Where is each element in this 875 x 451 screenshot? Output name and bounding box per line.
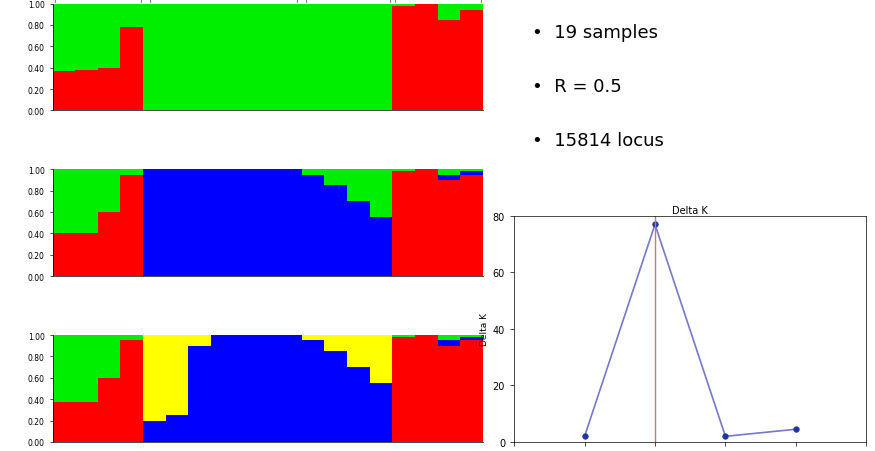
- Bar: [392, 337, 415, 442]
- Bar: [438, 5, 460, 20]
- Bar: [144, 5, 165, 111]
- Bar: [325, 186, 347, 276]
- Bar: [75, 5, 98, 71]
- Bar: [234, 5, 256, 111]
- Bar: [52, 5, 75, 72]
- Bar: [52, 402, 75, 442]
- Bar: [165, 5, 188, 111]
- Y-axis label: Delta K: Delta K: [480, 313, 488, 345]
- Bar: [460, 170, 483, 172]
- Bar: [256, 5, 279, 111]
- Bar: [369, 335, 392, 383]
- Bar: [211, 5, 234, 111]
- Bar: [415, 170, 438, 276]
- Bar: [121, 341, 144, 442]
- Bar: [392, 172, 415, 276]
- Bar: [392, 7, 415, 111]
- Bar: [144, 170, 165, 276]
- Bar: [347, 367, 369, 442]
- Bar: [460, 11, 483, 111]
- Bar: [121, 5, 144, 28]
- Bar: [165, 415, 188, 442]
- Bar: [460, 337, 483, 341]
- Bar: [52, 234, 75, 276]
- Bar: [325, 170, 347, 186]
- Bar: [121, 335, 144, 341]
- Bar: [165, 335, 188, 415]
- Bar: [188, 346, 211, 442]
- Bar: [460, 172, 483, 175]
- Bar: [75, 402, 98, 442]
- Bar: [256, 170, 279, 276]
- Bar: [144, 335, 165, 421]
- Bar: [279, 170, 302, 276]
- Bar: [98, 335, 121, 378]
- Bar: [302, 341, 325, 442]
- Bar: [98, 378, 121, 442]
- Bar: [121, 28, 144, 111]
- Bar: [98, 69, 121, 111]
- Bar: [302, 170, 325, 175]
- Bar: [460, 175, 483, 276]
- Bar: [438, 175, 460, 180]
- Bar: [438, 180, 460, 276]
- Bar: [211, 335, 234, 442]
- Bar: [234, 170, 256, 276]
- Text: •  15814 locus: • 15814 locus: [532, 132, 663, 150]
- Bar: [369, 5, 392, 111]
- Text: •  R = 0.5: • R = 0.5: [532, 78, 621, 96]
- Bar: [392, 170, 415, 172]
- Bar: [256, 335, 279, 442]
- Title: Delta K: Delta K: [672, 206, 708, 216]
- Bar: [279, 335, 302, 442]
- Bar: [188, 170, 211, 276]
- Bar: [392, 335, 415, 337]
- Bar: [52, 335, 75, 402]
- Bar: [369, 383, 392, 442]
- Bar: [438, 170, 460, 175]
- Bar: [121, 175, 144, 276]
- Bar: [75, 234, 98, 276]
- Bar: [392, 5, 415, 7]
- Bar: [369, 218, 392, 276]
- Bar: [188, 5, 211, 111]
- Bar: [325, 351, 347, 442]
- Bar: [144, 421, 165, 442]
- Bar: [52, 72, 75, 111]
- Bar: [75, 170, 98, 234]
- Bar: [234, 335, 256, 442]
- Bar: [302, 5, 325, 111]
- Bar: [438, 20, 460, 111]
- Bar: [75, 71, 98, 111]
- Bar: [302, 335, 325, 341]
- Bar: [188, 335, 211, 346]
- Bar: [75, 335, 98, 402]
- Text: •  19 samples: • 19 samples: [532, 24, 658, 42]
- Bar: [98, 212, 121, 276]
- Bar: [438, 341, 460, 346]
- Bar: [347, 202, 369, 276]
- Bar: [325, 5, 347, 111]
- Bar: [438, 346, 460, 442]
- Bar: [52, 170, 75, 234]
- Bar: [347, 5, 369, 111]
- Bar: [325, 335, 347, 351]
- Bar: [98, 5, 121, 69]
- Bar: [438, 335, 460, 341]
- Bar: [460, 5, 483, 11]
- Bar: [121, 170, 144, 175]
- Bar: [165, 170, 188, 276]
- Bar: [279, 5, 302, 111]
- Bar: [98, 170, 121, 212]
- Bar: [415, 335, 438, 442]
- Bar: [460, 341, 483, 442]
- Bar: [369, 170, 392, 218]
- Bar: [460, 335, 483, 337]
- Bar: [415, 5, 438, 111]
- Bar: [347, 170, 369, 202]
- Bar: [302, 175, 325, 276]
- Bar: [211, 170, 234, 276]
- Bar: [347, 335, 369, 367]
